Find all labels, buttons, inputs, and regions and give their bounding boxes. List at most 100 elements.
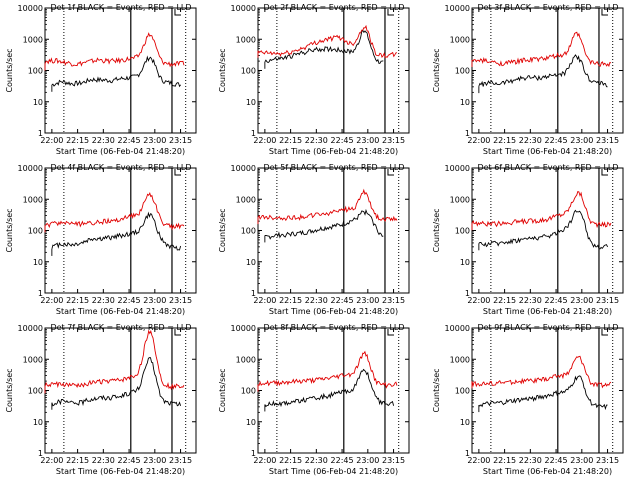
- x-tick-label: 22:00: [40, 136, 63, 145]
- x-tick-label: 23:15: [382, 456, 405, 465]
- x-tick-label: 22:45: [331, 456, 354, 465]
- y-tick-label: 1000: [23, 195, 43, 204]
- y-tick-label: 10: [460, 418, 470, 427]
- detector-panel: Det 8f BLACK = Events, RED = LLD 1 10 100 10…: [213, 320, 426, 480]
- x-axis-label: Start Time (06-Feb-04 21:48:20): [56, 467, 185, 476]
- x-tick-label: 23:00: [570, 136, 593, 145]
- x-tick-label: 22:30: [305, 296, 328, 305]
- x-tick-label: 22:15: [279, 296, 302, 305]
- y-tick-label: 10: [33, 418, 43, 427]
- plot-frame: [44, 7, 197, 134]
- x-tick-label: 23:15: [169, 136, 192, 145]
- y-axis-label: Counts/sec: [218, 48, 227, 92]
- detector-chart: Det 4f BLACK = Events, RED = LLD11010010…: [5, 163, 197, 316]
- x-tick-label: 22:00: [467, 296, 490, 305]
- y-tick-label: 10000: [231, 324, 256, 333]
- y-tick-label: 100: [28, 387, 43, 396]
- lld-series-line: [471, 355, 612, 389]
- y-tick-label: 10000: [445, 324, 470, 333]
- x-tick-label: 22:30: [305, 456, 328, 465]
- x-tick-label: 22:00: [467, 456, 490, 465]
- y-tick-label: 100: [241, 67, 256, 76]
- lld-series-line: [471, 31, 612, 68]
- y-tick-label: 10000: [18, 4, 43, 13]
- x-tick-label: 22:15: [66, 456, 89, 465]
- x-tick-label: 22:30: [92, 296, 115, 305]
- plot-frame: [44, 327, 197, 454]
- y-tick-label: 10000: [18, 324, 43, 333]
- y-axis-label: Counts/sec: [5, 208, 14, 252]
- y-tick-label: 1: [251, 129, 256, 138]
- interval-bracket: [387, 329, 394, 336]
- y-tick-label: 10: [246, 258, 256, 267]
- x-tick-label: 23:15: [596, 456, 619, 465]
- x-tick-label: 22:15: [66, 296, 89, 305]
- x-tick-label: 22:45: [331, 296, 354, 305]
- y-tick-label: 1000: [236, 35, 256, 44]
- y-tick-label: 1000: [23, 35, 43, 44]
- y-tick-label: 1: [465, 289, 470, 298]
- y-tick-label: 100: [455, 67, 470, 76]
- x-axis-label: Start Time (06-Feb-04 21:48:20): [56, 147, 185, 156]
- events-series-line: [478, 54, 608, 88]
- interval-bracket: [387, 169, 394, 176]
- x-tick-label: 22:15: [493, 456, 516, 465]
- x-tick-label: 23:15: [169, 296, 192, 305]
- events-series-line: [264, 368, 395, 408]
- y-tick-label: 1: [251, 289, 256, 298]
- y-tick-label: 1000: [236, 195, 256, 204]
- x-tick-label: 23:15: [382, 136, 405, 145]
- detector-chart: Det 8f BLACK = Events, RED = LLD11010010…: [218, 323, 410, 476]
- lld-series-line: [257, 188, 398, 222]
- interval-bracket: [174, 9, 181, 16]
- x-tick-label: 22:30: [519, 456, 542, 465]
- interval-bracket: [174, 169, 181, 176]
- y-tick-label: 1: [38, 129, 43, 138]
- detector-chart: Det 1f BLACK = Events, RED = LLD11010010…: [5, 3, 197, 156]
- x-tick-label: 22:30: [92, 456, 115, 465]
- y-tick-label: 100: [28, 227, 43, 236]
- y-tick-label: 10000: [18, 164, 43, 173]
- x-tick-label: 23:00: [143, 136, 166, 145]
- y-tick-label: 100: [28, 67, 43, 76]
- lld-series-line: [44, 32, 185, 68]
- x-tick-label: 22:15: [66, 136, 89, 145]
- y-tick-label: 10: [460, 258, 470, 267]
- y-axis-label: Counts/sec: [5, 368, 14, 412]
- plot-frame: [257, 167, 410, 294]
- x-tick-label: 23:00: [143, 456, 166, 465]
- interval-bracket: [174, 329, 181, 336]
- x-tick-label: 22:30: [519, 136, 542, 145]
- x-tick-label: 22:45: [118, 456, 141, 465]
- y-tick-label: 10: [33, 258, 43, 267]
- x-axis-label: Start Time (06-Feb-04 21:48:20): [483, 307, 612, 316]
- plot-frame: [257, 7, 410, 134]
- x-tick-label: 23:00: [356, 456, 379, 465]
- y-tick-label: 100: [241, 227, 256, 236]
- x-tick-label: 22:00: [253, 296, 276, 305]
- detector-panel: Det 2f BLACK = Events, RED = LLD 1 10 100 10…: [213, 0, 426, 160]
- y-tick-label: 100: [241, 387, 256, 396]
- lld-series-line: [44, 329, 185, 391]
- detector-panel: Det 3f BLACK = Events, RED = LLD 1 10 100 10…: [427, 0, 640, 160]
- events-series-line: [51, 211, 182, 251]
- interval-bracket: [601, 9, 608, 16]
- x-tick-label: 22:45: [545, 136, 568, 145]
- x-axis-label: Start Time (06-Feb-04 21:48:20): [269, 467, 398, 476]
- lld-series-line: [471, 191, 612, 229]
- plot-frame: [471, 167, 624, 294]
- x-axis-label: Start Time (06-Feb-04 21:48:20): [269, 147, 398, 156]
- y-axis-label: Counts/sec: [432, 48, 441, 92]
- x-tick-label: 23:15: [596, 136, 619, 145]
- x-tick-label: 23:00: [570, 456, 593, 465]
- lld-series-line: [257, 24, 398, 59]
- x-tick-label: 23:15: [596, 296, 619, 305]
- y-tick-label: 10: [246, 418, 256, 427]
- detector-panel: Det 1f BLACK = Events, RED = LLD 1 10 100 10…: [0, 0, 213, 160]
- y-tick-label: 1000: [450, 35, 470, 44]
- x-tick-label: 22:00: [467, 136, 490, 145]
- detector-panel: Det 7f BLACK = Events, RED = LLD 1 10 100 10…: [0, 320, 213, 480]
- x-tick-label: 22:30: [305, 136, 328, 145]
- lld-series-line: [44, 192, 185, 231]
- y-tick-label: 100: [455, 227, 470, 236]
